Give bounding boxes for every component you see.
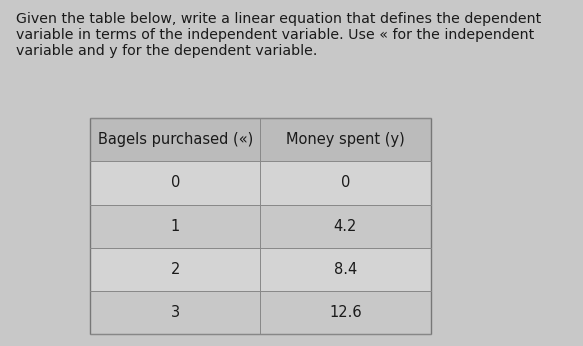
Text: 3: 3 [171,305,180,320]
Text: 1: 1 [171,219,180,234]
Bar [90,161,430,204]
Text: 8.4: 8.4 [334,262,357,277]
Text: 2: 2 [171,262,180,277]
Text: Money spent (y): Money spent (y) [286,132,405,147]
Bar [90,248,430,291]
Bar [90,291,430,334]
Text: 0: 0 [171,175,180,190]
Text: 12.6: 12.6 [329,305,361,320]
Text: 4.2: 4.2 [333,219,357,234]
Bar [90,118,430,334]
Bar [90,204,430,248]
Bar [90,118,430,161]
Text: Given the table below, write a linear equation that defines the dependent
variab: Given the table below, write a linear eq… [16,12,542,58]
Text: Bagels purchased («): Bagels purchased («) [97,132,253,147]
Text: 0: 0 [340,175,350,190]
